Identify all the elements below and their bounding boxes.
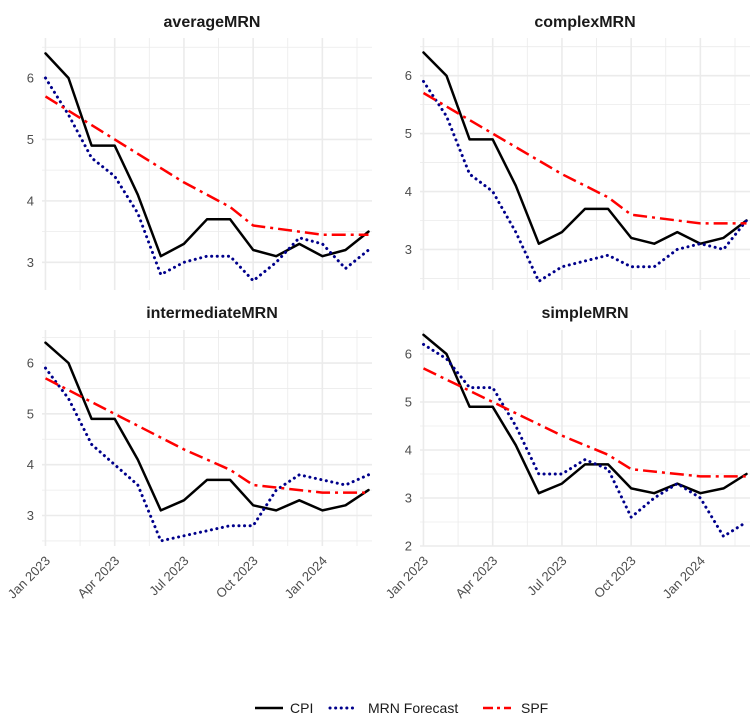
series-line-cpi: [422, 333, 748, 495]
panel-averagemrn: averageMRN 3 4 5 6: [27, 14, 372, 290]
x-tick-label: Apr 2023: [74, 553, 122, 601]
panel-intermediatemrn: intermediateMRN 3 4 5 6 Jan 2023 Apr 2023 Jul 2…: [5, 305, 372, 601]
series-line-cpi: [44, 52, 370, 258]
x-tick-label: Jan 2024: [282, 553, 330, 601]
y-tick-label: 4: [405, 184, 412, 199]
y-tick-label: 3: [27, 508, 34, 523]
y-tick-label: 5: [27, 132, 34, 147]
series-line-spf: [44, 377, 369, 494]
panel-simplemrn: simpleMRN 2 3 4 5 6 Jan 2023 Apr 2023 Jul 2023 Oc…: [383, 305, 750, 601]
legend-label: MRN Forecast: [368, 700, 458, 716]
y-tick-label: 4: [27, 193, 34, 208]
series-line-spf: [422, 367, 747, 478]
x-tick-label: Jan 2023: [5, 553, 53, 601]
y-tick-label: 5: [27, 406, 34, 421]
x-tick-label: Jul 2023: [524, 553, 569, 598]
y-tick-label: 5: [405, 126, 412, 141]
y-tick-label: 3: [405, 491, 412, 506]
series-line-mrn-forecast: [422, 342, 748, 538]
series-line-mrn-forecast: [422, 79, 748, 283]
x-tick-label: Oct 2023: [213, 553, 261, 601]
series-line-mrn-forecast: [44, 366, 370, 543]
panel-title: intermediateMRN: [146, 305, 278, 322]
legend-label: CPI: [290, 700, 313, 716]
y-tick-label: 6: [27, 70, 34, 85]
series-line-spf: [44, 95, 369, 236]
y-tick-label: 6: [405, 347, 412, 362]
panel-title: simpleMRN: [541, 305, 628, 322]
panel-title: averageMRN: [164, 14, 261, 31]
y-tick-label: 4: [27, 457, 34, 472]
y-tick-label: 6: [405, 68, 412, 83]
gridlines: [420, 38, 750, 290]
y-tick-label: 4: [405, 443, 412, 458]
gridlines: [42, 38, 372, 290]
y-tick-label: 3: [27, 255, 34, 270]
gridlines: [42, 330, 372, 546]
x-tick-label: Apr 2023: [452, 553, 500, 601]
legend: CPI MRN Forecast SPF: [255, 700, 548, 716]
panel-complexmrn: complexMRN 3 4 5 6: [405, 14, 750, 290]
panel-title: complexMRN: [534, 14, 635, 31]
y-tick-label: 6: [27, 356, 34, 371]
x-tick-label: Oct 2023: [591, 553, 639, 601]
y-tick-label: 2: [405, 539, 412, 554]
x-tick-label: Jan 2024: [660, 553, 708, 601]
legend-label: SPF: [521, 700, 548, 716]
series-line-mrn-forecast: [44, 76, 370, 283]
series-line-cpi: [422, 51, 748, 245]
series-line-cpi: [44, 341, 370, 512]
y-tick-label: 5: [405, 395, 412, 410]
gridlines: [420, 330, 750, 547]
x-tick-label: Jul 2023: [146, 553, 191, 598]
y-tick-label: 3: [405, 242, 412, 257]
x-tick-label: Jan 2023: [383, 553, 431, 601]
series-line-spf: [422, 91, 747, 225]
